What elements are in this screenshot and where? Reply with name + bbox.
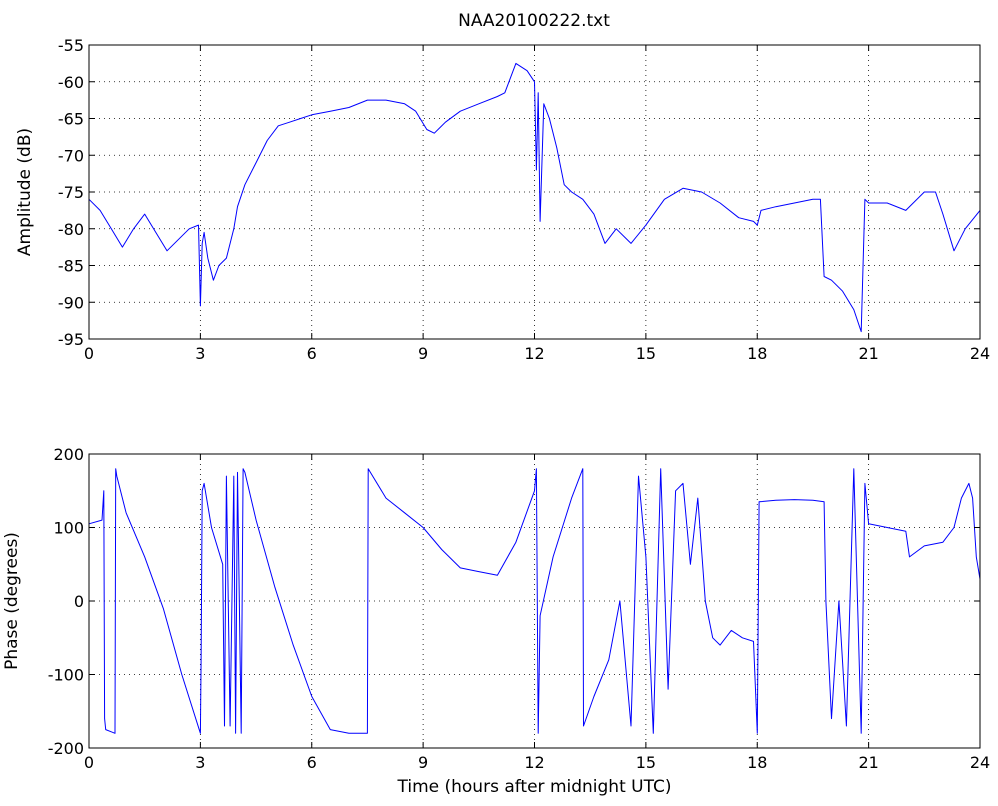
x-tick-label: 18	[747, 344, 767, 363]
y-tick-label: -70	[58, 146, 84, 165]
y-tick-label: -80	[58, 220, 84, 239]
y-tick-label: -95	[58, 330, 84, 349]
x-tick-label: 15	[636, 753, 656, 772]
x-tick-label: 18	[747, 753, 767, 772]
y-tick-label: -100	[48, 666, 84, 685]
y-tick-label: -200	[48, 739, 84, 758]
y-tick-label: -75	[58, 183, 84, 202]
x-tick-label: 24	[970, 344, 990, 363]
x-tick-label: 9	[418, 753, 428, 772]
chart-title: NAA20100222.txt	[458, 11, 610, 31]
y-axis-label: Phase (degrees)	[2, 532, 22, 670]
y-tick-label: 100	[53, 519, 84, 538]
x-tick-label: 15	[636, 344, 656, 363]
x-tick-label: 3	[195, 753, 205, 772]
x-tick-label: 6	[307, 753, 317, 772]
x-tick-label: 12	[524, 753, 544, 772]
y-tick-label: -60	[58, 73, 84, 92]
series-line	[88, 468, 981, 734]
y-tick-label: 0	[74, 592, 84, 611]
x-tick-label: 21	[858, 344, 878, 363]
y-tick-label: -55	[58, 36, 84, 55]
x-tick-label: 21	[858, 753, 878, 772]
x-tick-label: 12	[524, 344, 544, 363]
series-line	[88, 62, 981, 333]
amplitude-axes: 0 3 6 9 12 15 18 21 24 -95 -90 -85 -80 -75 -70 -65 -60 -5…	[15, 36, 990, 363]
phase-axes: 0 3 6 9 12 15 18 21 24 -200 -100 0 100 200 Phase (degr…	[2, 445, 990, 797]
x-tick-label: 9	[418, 344, 428, 363]
x-tick-label: 0	[84, 344, 94, 363]
x-axis-label: Time (hours after midnight UTC)	[396, 777, 671, 797]
y-tick-label: -90	[58, 293, 84, 312]
x-tick-label: 0	[84, 753, 94, 772]
y-tick-label: -65	[58, 110, 84, 129]
x-tick-label: 3	[195, 344, 205, 363]
y-tick-label: 200	[53, 445, 84, 464]
x-tick-label: 6	[307, 344, 317, 363]
x-tick-label: 24	[970, 753, 990, 772]
y-tick-label: -85	[58, 257, 84, 276]
y-axis-label: Amplitude (dB)	[15, 128, 35, 256]
